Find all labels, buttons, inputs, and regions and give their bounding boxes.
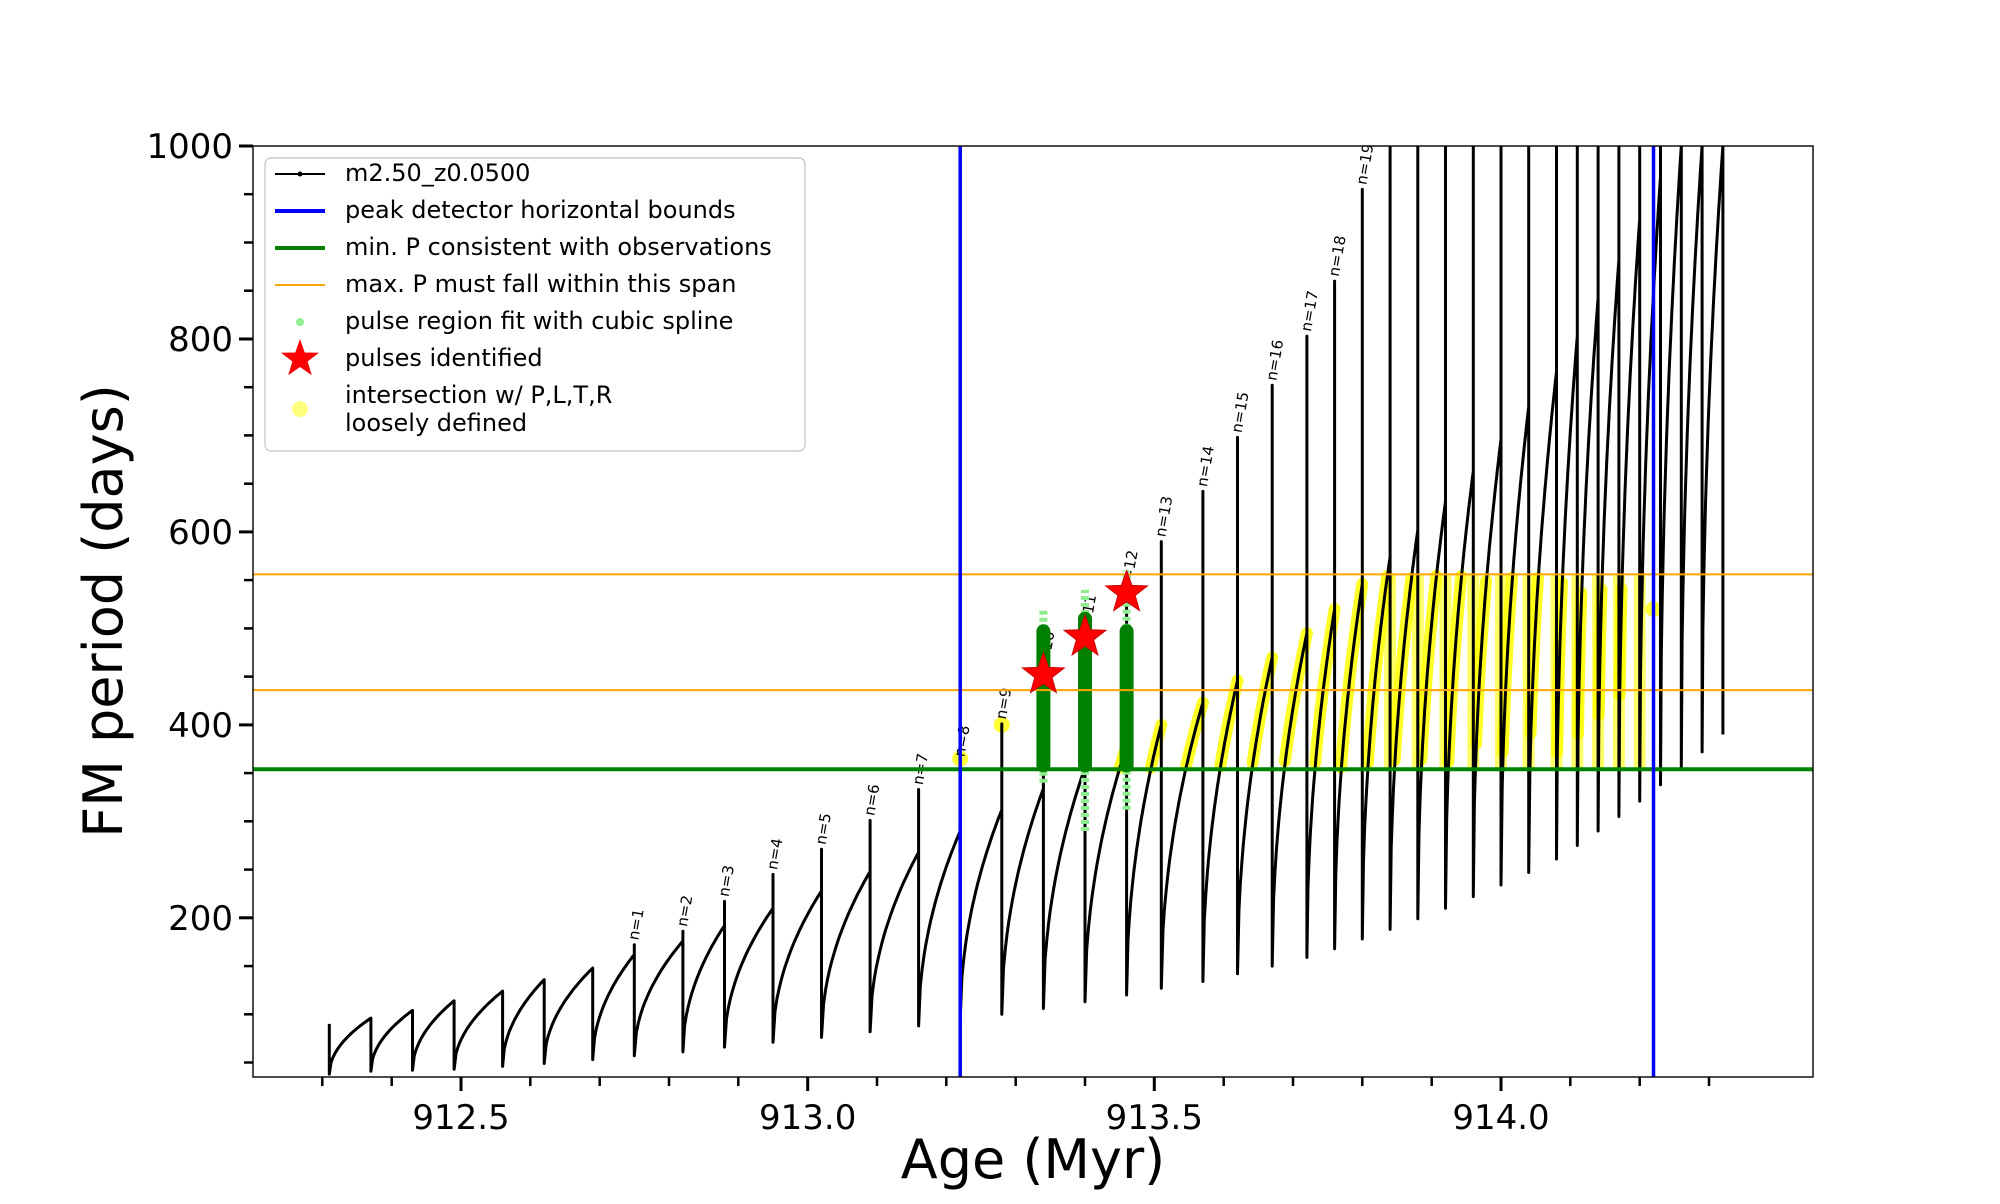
legend-label-2-0: min. P consistent with observations: [345, 233, 772, 261]
y-tick-label-0: 200: [168, 899, 233, 939]
pulse-label-10: n=4: [763, 837, 786, 871]
x-axis-label: Age (Myr): [901, 1128, 1166, 1191]
x-tick-label-1: 913.0: [759, 1098, 856, 1138]
legend-label-1-0: peak detector horizontal bounds: [345, 196, 736, 224]
pulse-identified-star-2: [1104, 569, 1149, 612]
legend-swatch-5: [281, 339, 319, 376]
pulse-label-7: n=1: [625, 907, 648, 941]
legend-box: [264, 157, 806, 452]
legend-label-6-0: intersection w/ P,L,T,R: [345, 381, 612, 409]
pulse-identified-star-1: [1062, 613, 1108, 657]
y-tick-label-1: 400: [168, 706, 233, 746]
y-tick-label-4: 1000: [146, 127, 233, 167]
y-axis-label: FM period (days): [72, 384, 135, 838]
pulse-label-15: n=9: [992, 686, 1015, 720]
legend-swatch-6: [292, 401, 308, 417]
legend-swatch-marker-0: [297, 171, 303, 177]
pulse-curve: [327, 146, 1725, 1076]
x-tick-label-0: 912.5: [412, 1098, 509, 1138]
x-tick-label-3: 914.0: [1452, 1098, 1549, 1138]
legend-label-6-1: loosely defined: [345, 409, 527, 437]
y-tick-label-3: 800: [168, 320, 233, 360]
pulse-label-12: n=6: [860, 783, 883, 817]
pulse-label-8: n=2: [673, 894, 696, 928]
pulse-label-9: n=3: [715, 864, 738, 898]
pulse-label-11: n=5: [812, 812, 835, 846]
legend-label-4-0: pulse region fit with cubic spline: [345, 307, 733, 335]
y-tick-label-2: 600: [168, 513, 233, 553]
x-tick-label-2: 913.5: [1106, 1098, 1203, 1138]
pulse-identified-star-0: [1021, 651, 1066, 694]
legend-label-0-0: m2.50_z0.0500: [345, 159, 530, 187]
legend-label-5-0: pulses identified: [345, 344, 543, 372]
pulse-label-14: n=8: [950, 724, 973, 758]
legend-swatch-4: [296, 318, 304, 326]
plot-frame: [252, 145, 1814, 1078]
legend-label-3-0: max. P must fall within this span: [345, 270, 736, 298]
